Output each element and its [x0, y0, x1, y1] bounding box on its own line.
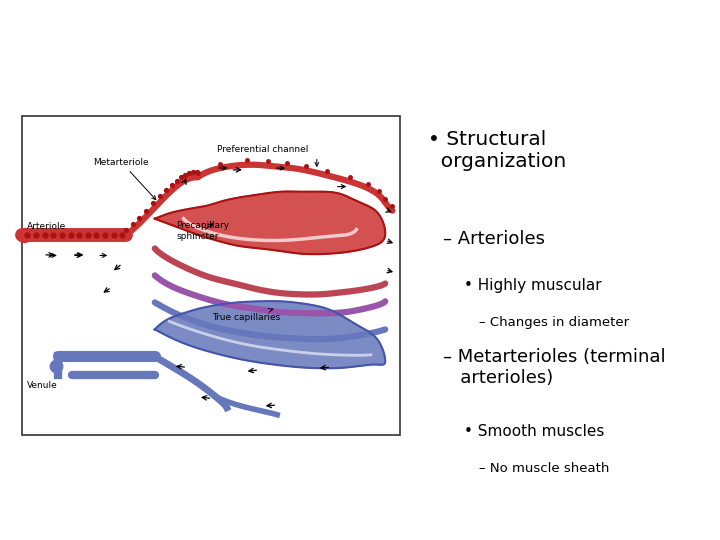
Polygon shape — [155, 301, 385, 368]
Text: Metarteriole: Metarteriole — [94, 158, 156, 200]
FancyBboxPatch shape — [22, 116, 400, 435]
Text: – Arterioles: – Arterioles — [443, 230, 545, 247]
Text: Precapillary
sphincter: Precapillary sphincter — [176, 221, 230, 241]
Text: True capillaries: True capillaries — [212, 308, 281, 322]
Text: – No muscle sheath: – No muscle sheath — [479, 462, 609, 475]
Text: Venule: Venule — [27, 381, 58, 390]
Text: – Changes in diameter: – Changes in diameter — [479, 316, 629, 329]
Text: • Structural
  organization: • Structural organization — [428, 130, 567, 171]
Text: • Smooth muscles: • Smooth muscles — [464, 424, 605, 439]
Text: Arteriole: Arteriole — [27, 221, 67, 231]
Text: – Metarterioles (terminal
   arterioles): – Metarterioles (terminal arterioles) — [443, 348, 665, 387]
Text: Preferential channel: Preferential channel — [217, 145, 308, 154]
Text: • Highly muscular: • Highly muscular — [464, 278, 602, 293]
Polygon shape — [155, 192, 385, 254]
